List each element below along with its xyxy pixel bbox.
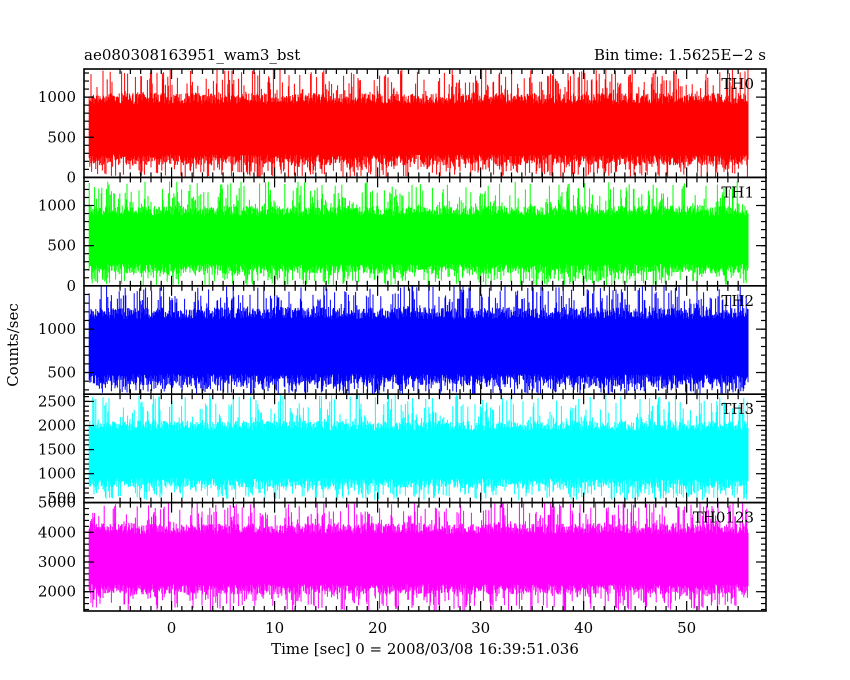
series-th3 — [88, 394, 749, 501]
panel-label: TH2 — [721, 292, 754, 310]
y-tick-label: 500 — [47, 237, 76, 255]
series-th1 — [88, 181, 749, 286]
figure-title-left: ae080308163951_wam3_bst — [84, 46, 300, 64]
x-axis-label: Time [sec] 0 = 2008/03/08 16:39:51.036 — [271, 640, 579, 658]
y-tick-label: 1000 — [38, 88, 76, 106]
panel-th3: 500 1000 1500 2000 2500 TH3 — [38, 392, 767, 507]
panel-label: TH0123 — [693, 509, 754, 527]
figure-title-right: Bin time: 1.5625E−2 s — [594, 46, 766, 64]
x-tick-label: 40 — [574, 619, 593, 637]
panel-th0123: 2000 3000 4000 5000 TH0123 — [38, 494, 767, 612]
panel-label: TH0 — [721, 75, 754, 93]
y-tick-label: 0 — [66, 168, 76, 186]
y-tick-label: 2000 — [38, 417, 76, 435]
panel-th2: 500 1000 TH2 — [38, 284, 767, 395]
y-tick-label: 4000 — [38, 523, 76, 541]
series-th0 — [88, 69, 749, 178]
panel-label: TH1 — [721, 183, 754, 201]
panel-th1: 0 500 1000 TH1 — [38, 176, 767, 295]
y-tick-label: 500 — [47, 128, 76, 146]
x-tick-label: 10 — [265, 619, 284, 637]
y-tick-label: 5000 — [38, 494, 76, 512]
y-tick-label: 500 — [47, 489, 76, 507]
y-tick-label: 2500 — [38, 392, 76, 410]
y-tick-label: 1000 — [38, 465, 76, 483]
panel-label: TH3 — [721, 400, 754, 418]
series-th2 — [88, 285, 749, 395]
panels-group: 05001000TH005001000TH15001000TH250010001… — [38, 68, 767, 637]
y-tick-label: 500 — [47, 364, 76, 382]
y-tick-label: 1500 — [38, 441, 76, 459]
y-tick-label: 0 — [66, 277, 76, 295]
y-tick-label: 3000 — [38, 553, 76, 571]
series-th0123 — [88, 502, 749, 611]
x-tick-label: 50 — [677, 619, 696, 637]
y-axis-label: Counts/sec — [4, 303, 22, 387]
x-tick-label: 20 — [368, 619, 387, 637]
y-tick-label: 1000 — [38, 197, 76, 215]
panel-th0: 0 500 1000 TH0 — [38, 68, 767, 186]
panel-frame — [83, 501, 767, 612]
x-tick-label: 0 — [167, 619, 177, 637]
x-tick-label: 30 — [471, 619, 490, 637]
y-tick-label: 1000 — [38, 320, 76, 338]
y-tick-label: 2000 — [38, 583, 76, 601]
